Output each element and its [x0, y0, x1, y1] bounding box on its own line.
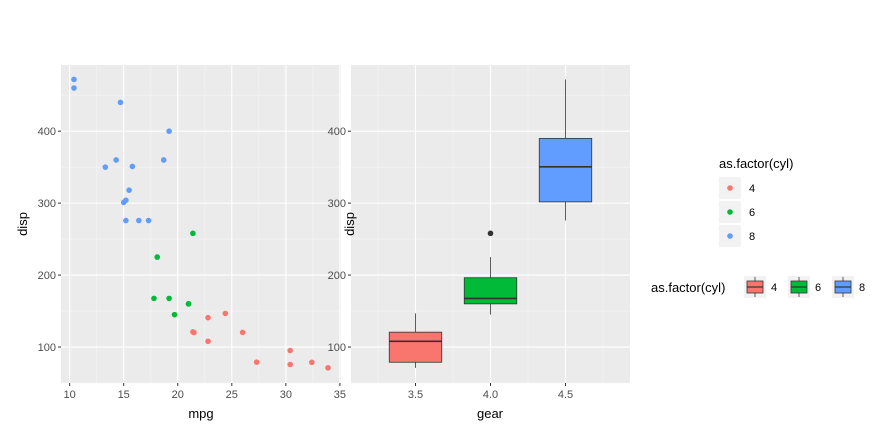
box-x-ticks: 3.5 4.0 4.5 — [408, 383, 573, 401]
box-outlier — [487, 230, 494, 237]
x-tick-label: 15 — [118, 389, 130, 401]
x-tick-label: 10 — [64, 389, 76, 401]
scatter-point — [166, 128, 172, 134]
scatter-point — [117, 99, 124, 106]
scatter-point — [126, 187, 132, 193]
scatter-x-axis-label: mpg — [188, 406, 213, 421]
legend-label-4: 4 — [749, 183, 755, 195]
box-body — [463, 277, 518, 305]
box-body — [538, 137, 593, 203]
y-tick-label: 300 — [328, 198, 346, 210]
scatter-x-ticks: 10 15 20 25 30 35 — [64, 383, 346, 401]
scatter-point — [325, 365, 331, 371]
scatter-point — [123, 217, 129, 224]
y-tick-label: 400 — [38, 126, 56, 138]
scatter-points — [71, 76, 331, 371]
x-tick-label: 35 — [334, 389, 346, 401]
scatter-plot-background — [61, 65, 341, 383]
scatter-point — [145, 217, 152, 224]
legend-point-4 — [727, 185, 733, 191]
legend-points-title: as.factor(cyl) — [719, 156, 793, 171]
legend-points-entries: 4 6 8 — [719, 177, 755, 247]
scatter-point — [113, 157, 119, 163]
x-tick-label: 20 — [172, 389, 184, 401]
legend-boxes-entries: 4 6 8 — [744, 276, 865, 298]
scatter-panel: 10 15 20 25 30 35 100 200 300 400 mpg disp — [15, 65, 346, 421]
legend-label-4: 4 — [771, 282, 777, 294]
y-tick-label: 400 — [328, 126, 346, 138]
box-glyphs — [388, 79, 593, 368]
scatter-point — [160, 157, 167, 163]
x-tick-label: 3.5 — [408, 389, 423, 401]
y-tick-label: 300 — [38, 198, 56, 210]
scatter-point — [309, 359, 315, 366]
x-tick-label: 4.0 — [483, 389, 498, 401]
scatter-point — [120, 199, 127, 206]
scatter-point — [71, 76, 77, 83]
legend-label-8: 8 — [859, 282, 865, 294]
scatter-point — [287, 347, 293, 354]
scatter-point — [154, 254, 161, 260]
scatter-point — [136, 217, 142, 224]
scatter-point — [239, 329, 246, 336]
scatter-point — [71, 85, 77, 91]
scatter-point — [205, 314, 211, 321]
box-panel: 3.5 4.0 4.5 100 200 300 400 gear disp — [328, 65, 630, 421]
scatter-point — [151, 295, 157, 302]
scatter-point — [166, 295, 172, 302]
legend-points: as.factor(cyl) 4 6 8 — [719, 156, 793, 247]
legend-boxes-title: as.factor(cyl) — [651, 280, 725, 295]
scatter-y-axis-label: disp — [15, 212, 30, 236]
y-tick-label: 100 — [328, 342, 346, 354]
scatter-point — [171, 311, 178, 318]
y-tick-label: 200 — [328, 270, 346, 282]
scatter-point — [102, 164, 109, 170]
scatter-point — [190, 230, 196, 237]
scatter-y-ticks: 100 200 300 400 — [38, 126, 61, 354]
scatter-point — [253, 359, 260, 365]
box-y-axis-label: disp — [342, 212, 357, 236]
scatter-point — [129, 163, 136, 170]
legend-label-6: 6 — [749, 207, 755, 219]
x-tick-label: 4.5 — [558, 389, 573, 401]
y-tick-label: 200 — [38, 270, 56, 282]
y-tick-label: 100 — [38, 342, 56, 354]
legend-boxes: as.factor(cyl) 4 6 8 — [651, 276, 865, 298]
x-tick-label: 25 — [226, 389, 238, 401]
box-y-ticks: 100 200 300 400 — [328, 126, 351, 354]
legend-point-6 — [727, 209, 733, 215]
legend-point-8 — [727, 233, 733, 239]
scatter-point — [185, 301, 192, 307]
legend-label-6: 6 — [815, 282, 821, 294]
legend-label-8: 8 — [749, 231, 755, 243]
box-x-axis-label: gear — [477, 406, 504, 421]
scatter-gridlines — [61, 65, 341, 384]
scatter-point — [222, 310, 229, 317]
x-tick-label: 30 — [280, 389, 292, 401]
scatter-point — [287, 361, 293, 368]
scatter-point — [190, 329, 196, 335]
scatter-point — [205, 338, 211, 345]
box-body — [388, 331, 443, 363]
